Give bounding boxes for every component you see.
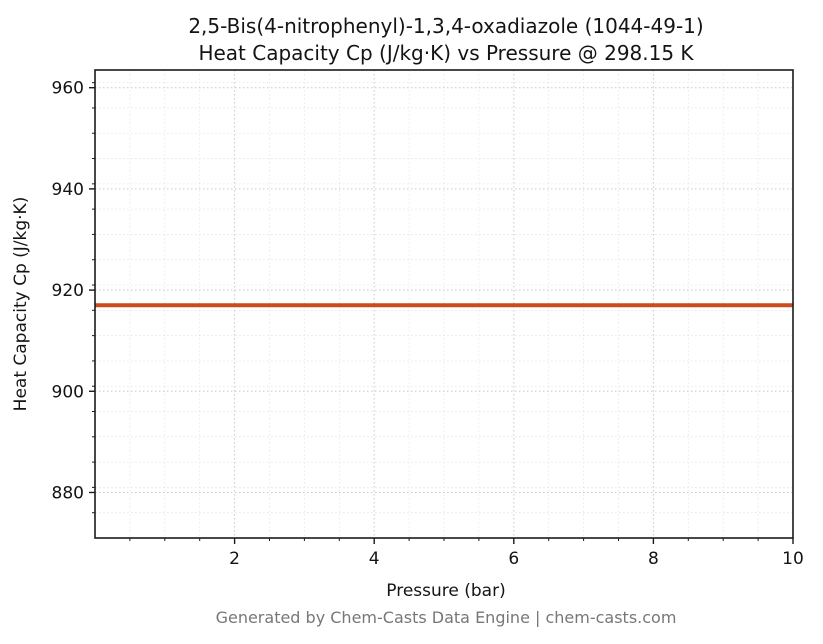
x-tick-label: 6 <box>508 549 519 569</box>
x-tick-label: 8 <box>648 549 659 569</box>
y-tick-label: 960 <box>52 79 84 99</box>
y-tick-label: 920 <box>52 281 84 301</box>
x-tick-label: 2 <box>229 549 240 569</box>
y-tick-label: 900 <box>52 382 84 402</box>
y-tick-label: 940 <box>52 180 84 200</box>
chart-title-line2: Heat Capacity Cp (J/kg·K) vs Pressure @ … <box>198 41 694 65</box>
plot-area: 2 4 6 8 10 880 900 920 940 960 <box>52 69 804 569</box>
x-axis-label: Pressure (bar) <box>386 581 505 601</box>
y-tick-label: 880 <box>52 483 84 503</box>
chart-title-line1: 2,5-Bis(4-nitrophenyl)-1,3,4-oxadiazole … <box>188 14 703 38</box>
x-tick-label: 10 <box>782 549 804 569</box>
x-tick-label: 4 <box>369 549 380 569</box>
y-axis-label: Heat Capacity Cp (J/kg·K) <box>11 197 31 412</box>
footer-credit: Generated by Chem-Casts Data Engine | ch… <box>216 608 677 627</box>
